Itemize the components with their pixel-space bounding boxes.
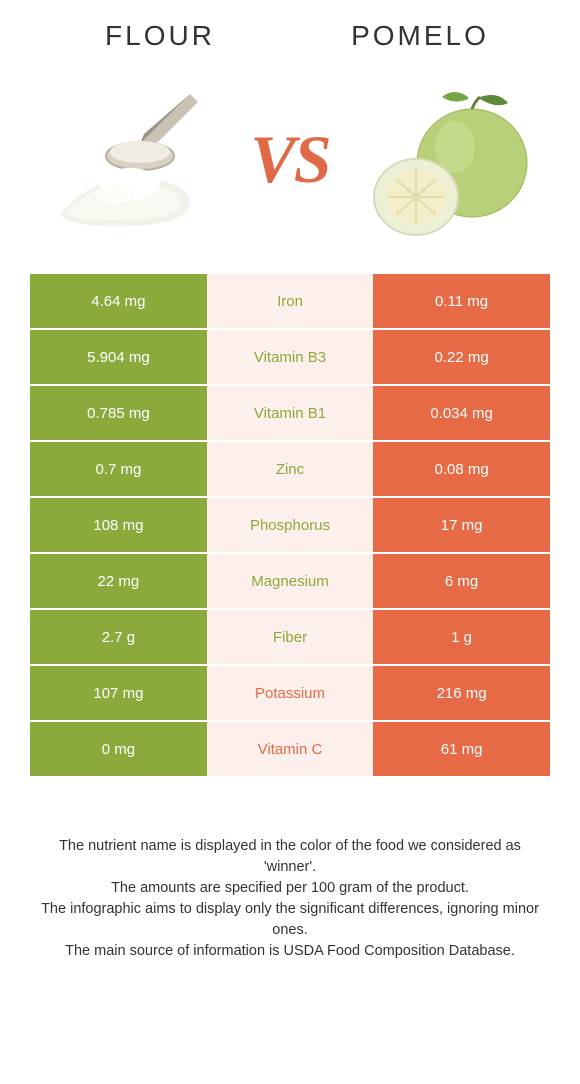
left-value: 22 mg	[30, 552, 207, 608]
footer-line-4: The main source of information is USDA F…	[34, 941, 546, 962]
right-value: 0.034 mg	[373, 384, 550, 440]
nutrient-label: Vitamin B3	[207, 328, 373, 384]
flour-image	[35, 74, 225, 244]
table-row: 108 mgPhosphorus17 mg	[30, 496, 550, 552]
table-row: 0.7 mgZinc0.08 mg	[30, 440, 550, 496]
left-value: 108 mg	[30, 496, 207, 552]
title-right: POMELO	[290, 20, 550, 52]
left-value: 4.64 mg	[30, 272, 207, 328]
footer-notes: The nutrient name is displayed in the co…	[30, 836, 550, 992]
nutrient-label: Vitamin C	[207, 720, 373, 776]
right-value: 1 g	[373, 608, 550, 664]
left-value: 5.904 mg	[30, 328, 207, 384]
nutrient-label: Phosphorus	[207, 496, 373, 552]
nutrient-label: Iron	[207, 272, 373, 328]
nutrient-label: Magnesium	[207, 552, 373, 608]
vs-label: VS	[235, 120, 345, 199]
table-row: 2.7 gFiber1 g	[30, 608, 550, 664]
right-value: 216 mg	[373, 664, 550, 720]
footer-line-1: The nutrient name is displayed in the co…	[34, 836, 546, 878]
table-row: 22 mgMagnesium6 mg	[30, 552, 550, 608]
nutrient-label: Zinc	[207, 440, 373, 496]
left-value: 107 mg	[30, 664, 207, 720]
pomelo-image	[355, 74, 545, 244]
nutrient-label: Vitamin B1	[207, 384, 373, 440]
table-row: 107 mgPotassium216 mg	[30, 664, 550, 720]
vs-row: VS	[30, 74, 550, 244]
nutrient-label: Potassium	[207, 664, 373, 720]
left-value: 0 mg	[30, 720, 207, 776]
left-value: 0.785 mg	[30, 384, 207, 440]
right-value: 61 mg	[373, 720, 550, 776]
nutrient-label: Fiber	[207, 608, 373, 664]
left-value: 0.7 mg	[30, 440, 207, 496]
comparison-table: 4.64 mgIron0.11 mg5.904 mgVitamin B30.22…	[30, 272, 550, 776]
table-row: 0.785 mgVitamin B10.034 mg	[30, 384, 550, 440]
right-value: 0.11 mg	[373, 272, 550, 328]
right-value: 17 mg	[373, 496, 550, 552]
right-value: 0.22 mg	[373, 328, 550, 384]
left-value: 2.7 g	[30, 608, 207, 664]
footer-line-2: The amounts are specified per 100 gram o…	[34, 878, 546, 899]
table-row: 5.904 mgVitamin B30.22 mg	[30, 328, 550, 384]
title-left: FLOUR	[30, 20, 290, 52]
footer-line-3: The infographic aims to display only the…	[34, 899, 546, 941]
table-row: 4.64 mgIron0.11 mg	[30, 272, 550, 328]
table-row: 0 mgVitamin C61 mg	[30, 720, 550, 776]
right-value: 6 mg	[373, 552, 550, 608]
right-value: 0.08 mg	[373, 440, 550, 496]
